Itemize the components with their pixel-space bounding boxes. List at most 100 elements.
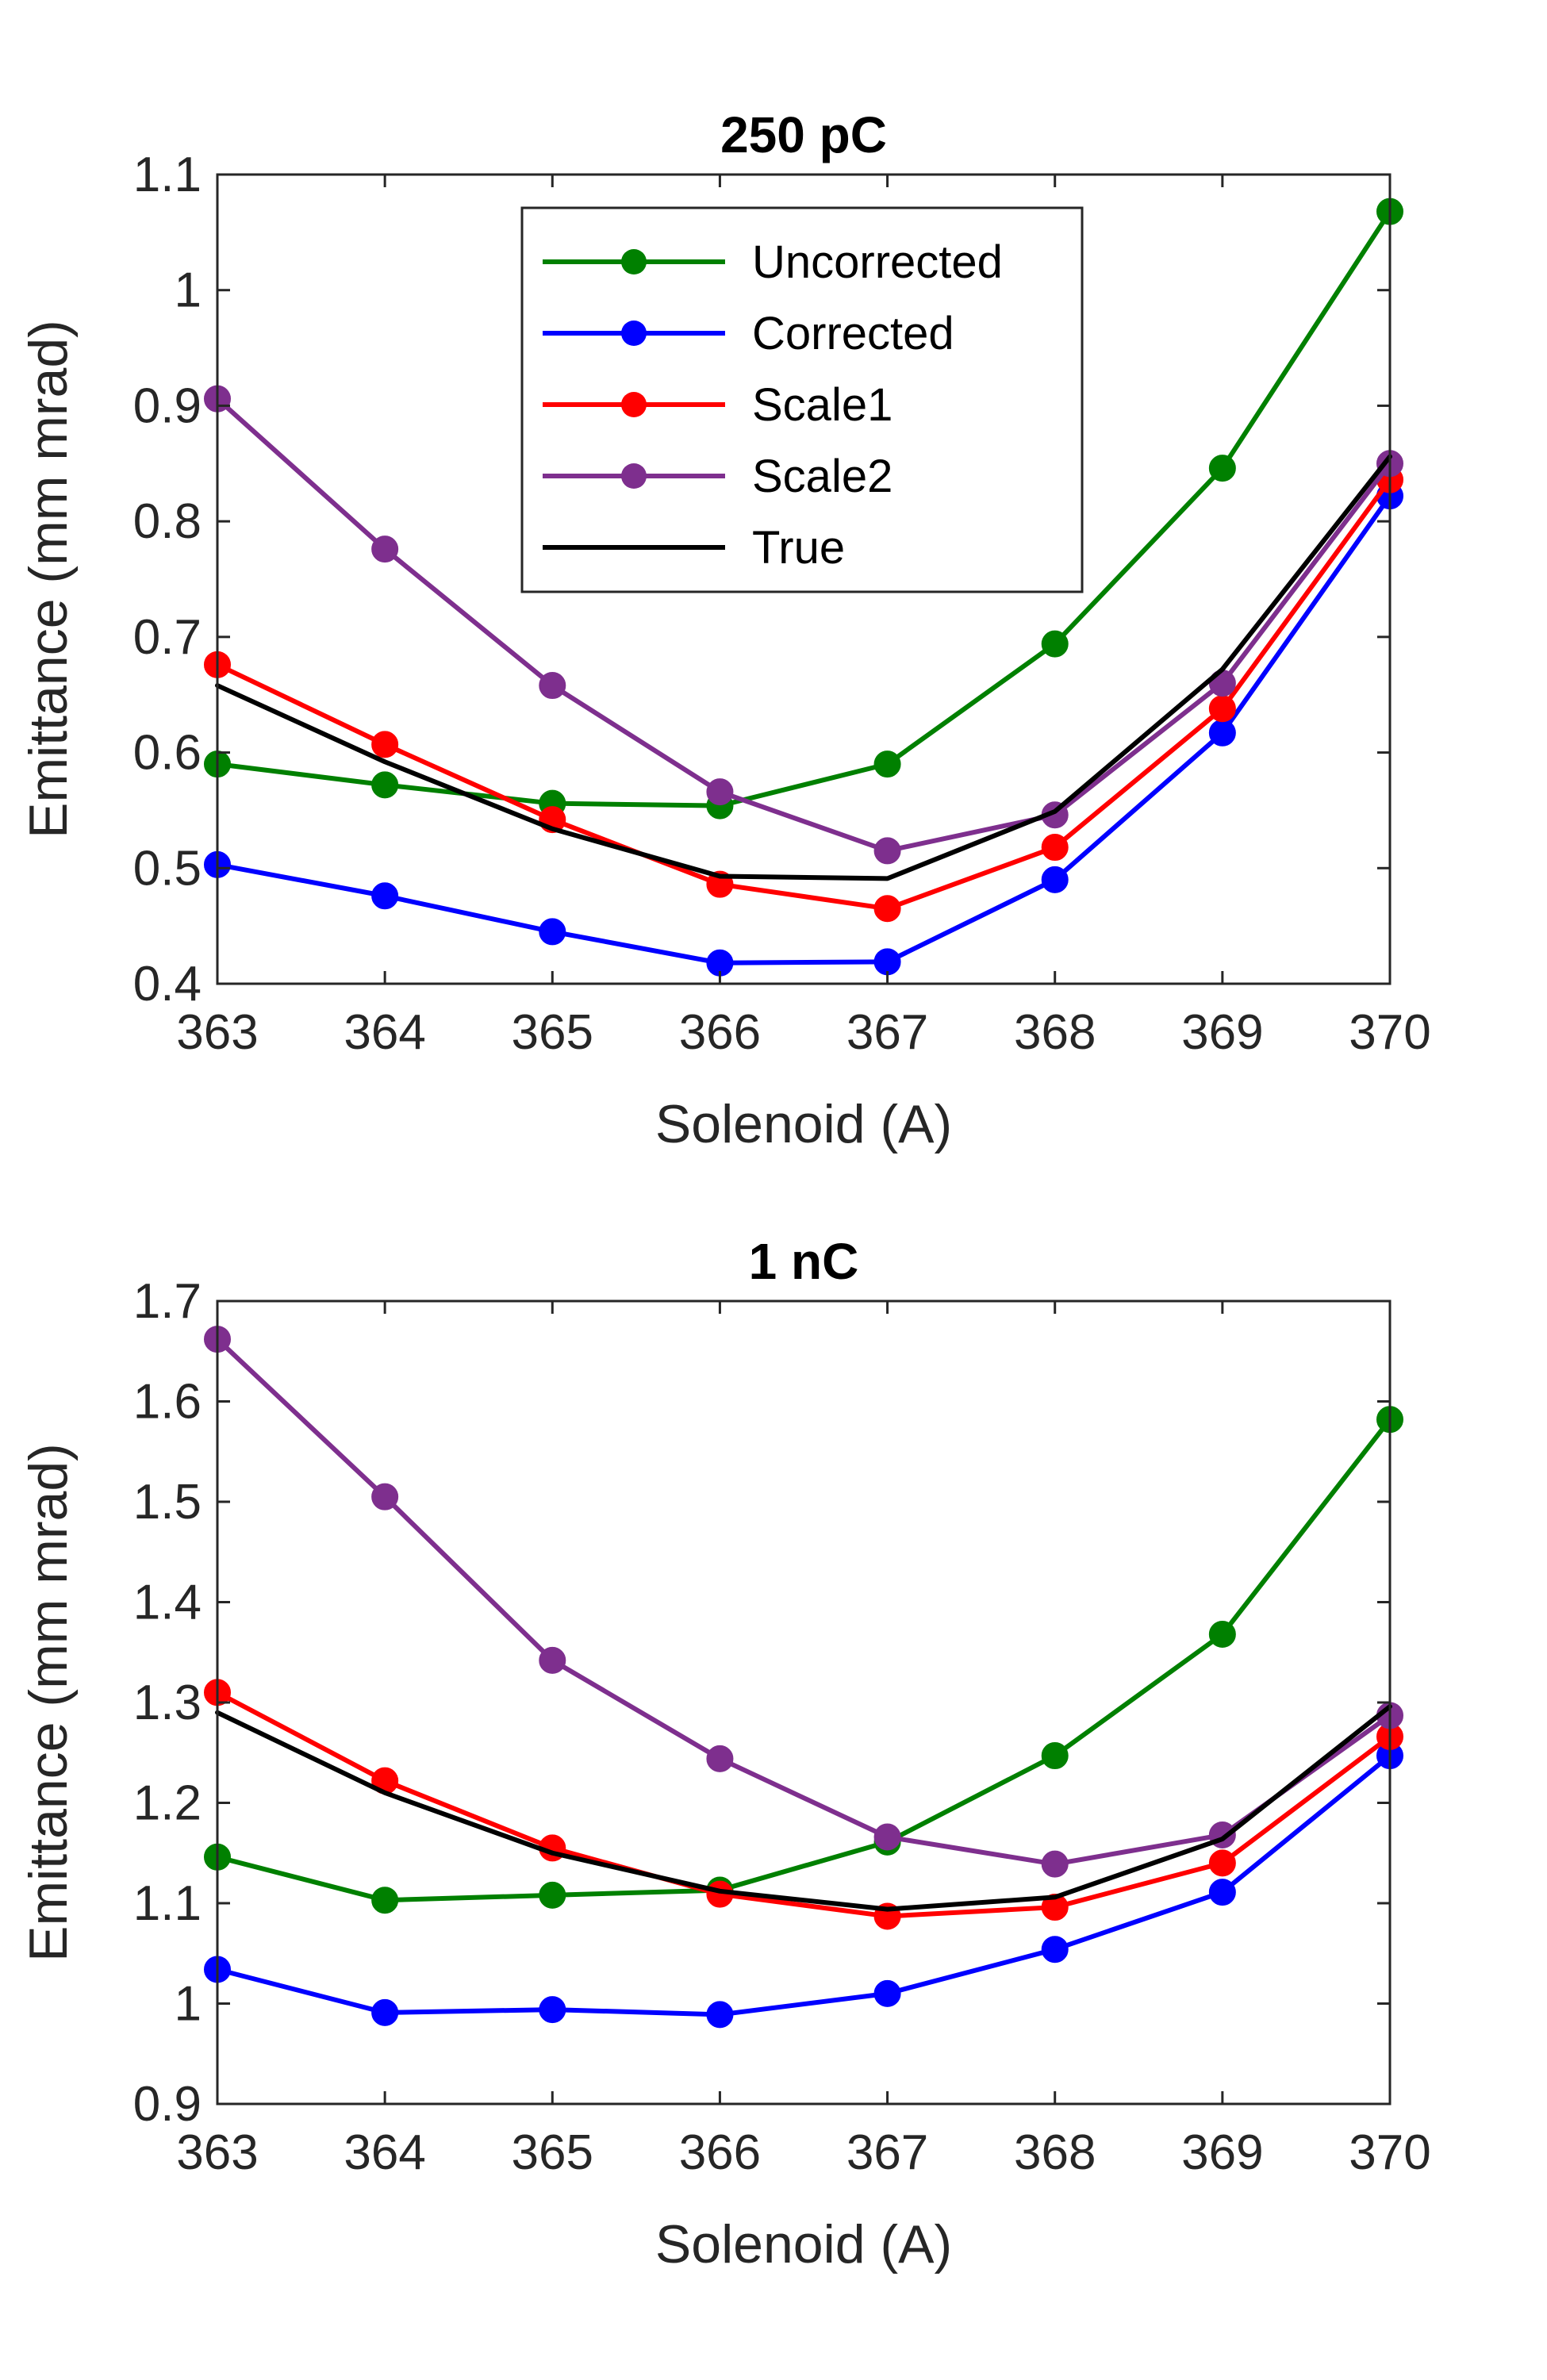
series-group (204, 1326, 1403, 2029)
legend: Uncorrected Corrected Scale1 Scale2 True (520, 206, 1084, 593)
y-tick-label: 1.1 (133, 1876, 202, 1931)
data-point-scale2 (873, 837, 901, 865)
data-point-corrected (539, 1996, 566, 2024)
y-tick-label: 1 (175, 1977, 202, 2032)
data-point-uncorrected (1208, 455, 1236, 482)
series-line-uncorrected (215, 209, 1392, 808)
data-point-uncorrected (539, 1881, 566, 1909)
data-point-scale2 (539, 1646, 566, 1674)
y-tick-label: 1.6 (133, 1375, 202, 1430)
legend-item-corrected: Corrected (543, 308, 954, 359)
data-point-scale1 (1208, 1849, 1236, 1877)
data-point-scale2 (371, 1483, 399, 1511)
y-tick-label: 0.9 (133, 378, 202, 433)
legend-item-uncorrected: Uncorrected (543, 236, 1003, 288)
data-point-uncorrected (1208, 1620, 1236, 1648)
y-tick-label: 0.6 (133, 726, 202, 781)
data-point-scale1 (371, 731, 399, 758)
y-tick-label: 1 (175, 263, 202, 318)
series-line-scale2 (215, 396, 1392, 854)
plot-area (217, 1301, 1390, 2104)
chart-panel-bottom: 0.9 1 1.1 1.2 1.3 1.4 1.5 1.6 1.7 363 364 365 366 367… (18, 1233, 1431, 2274)
legend-label: Uncorrected (752, 236, 1003, 288)
legend-swatch-marker (621, 321, 647, 346)
y-tick-label: 1.7 (133, 1274, 202, 1329)
legend-label: Scale2 (752, 451, 892, 502)
y-tick-label: 0.7 (133, 610, 202, 665)
x-tick-label: 368 (1014, 2125, 1096, 2180)
x-tick-label: 364 (344, 1005, 425, 1060)
data-point-uncorrected (1041, 630, 1069, 658)
data-point-scale1 (873, 895, 901, 923)
y-tick-label: 0.4 (133, 957, 202, 1012)
data-point-corrected (371, 1998, 399, 2026)
data-point-corrected (873, 1979, 901, 2007)
series-line-true (215, 1704, 1392, 1912)
data-point-uncorrected (371, 771, 399, 799)
legend-label: Corrected (752, 308, 954, 359)
data-point-uncorrected (1041, 1742, 1069, 1770)
x-tick-label: 369 (1181, 1005, 1263, 1060)
series-line-uncorrected (215, 1417, 1392, 1903)
y-tick-label: 1.3 (133, 1676, 202, 1730)
data-point-corrected (706, 2001, 734, 2029)
y-tick-label: 1.2 (133, 1776, 202, 1831)
data-point-uncorrected (371, 1887, 399, 1914)
data-point-scale2 (706, 778, 734, 806)
x-tick-label: 370 (1349, 1005, 1430, 1060)
y-tick-label: 0.5 (133, 841, 202, 896)
series-line-scale1 (215, 1690, 1392, 1919)
data-point-corrected (1208, 1879, 1236, 1906)
x-tick-label: 368 (1014, 1005, 1096, 1060)
x-tick-label: 364 (344, 2125, 425, 2180)
x-axis-label: Solenoid (A) (655, 1094, 952, 1154)
data-point-scale2 (873, 1823, 901, 1851)
data-point-corrected (1041, 866, 1069, 893)
data-point-uncorrected (873, 750, 901, 778)
y-tick-label: 0.9 (133, 2077, 202, 2132)
axes-box (216, 173, 1392, 985)
legend-item-true: True (543, 522, 845, 574)
chart-title: 1 nC (749, 1233, 859, 1290)
data-point-scale2 (706, 1745, 734, 1772)
legend-swatch-marker (621, 392, 647, 417)
series-corrected (204, 482, 1403, 977)
legend-label: Scale1 (752, 379, 892, 431)
legend-label: True (752, 522, 845, 574)
y-tick-label: 1.4 (133, 1576, 202, 1630)
data-point-scale1 (1041, 1894, 1069, 1921)
x-tick-label: 366 (679, 2125, 761, 2180)
legend-box (520, 206, 1084, 593)
series-line-scale1 (215, 477, 1392, 912)
x-tick-label: 366 (679, 1005, 761, 1060)
y-tick-label: 1.1 (133, 148, 202, 202)
series-uncorrected (204, 198, 1403, 820)
y-tick-label: 1.5 (133, 1475, 202, 1530)
data-point-corrected (873, 948, 901, 976)
x-tick-label: 363 (176, 2125, 258, 2180)
series-line-corrected (215, 1753, 1392, 2017)
series-line-true (215, 454, 1392, 881)
legend-swatch-marker (621, 249, 647, 274)
x-tick-label: 370 (1349, 2125, 1430, 2180)
data-point-corrected (539, 918, 566, 946)
chart-panel-top: 0.4 0.5 0.6 0.7 0.8 0.9 1 1.1 363 364 365 366 367 368… (18, 106, 1431, 1154)
series-true (215, 1704, 1392, 1912)
legend-swatch-marker (621, 463, 647, 489)
x-tick-label: 369 (1181, 2125, 1263, 2180)
legend-item-scale2: Scale2 (543, 451, 892, 502)
legend-item-scale1: Scale1 (543, 379, 892, 431)
x-tick-label: 367 (846, 1005, 928, 1060)
data-point-corrected (1041, 1936, 1069, 1964)
data-point-scale1 (1208, 695, 1236, 723)
data-point-scale1 (1041, 834, 1069, 862)
series-line-scale2 (215, 1337, 1392, 1867)
y-axis-label: Emittance (mm mrad) (18, 1443, 79, 1962)
y-tick-label: 0.8 (133, 494, 202, 549)
x-tick-label: 363 (176, 1005, 258, 1060)
data-point-scale2 (1041, 1850, 1069, 1878)
chart-title: 250 pC (720, 106, 887, 163)
data-point-scale2 (371, 536, 399, 563)
x-tick-label: 367 (846, 2125, 928, 2180)
